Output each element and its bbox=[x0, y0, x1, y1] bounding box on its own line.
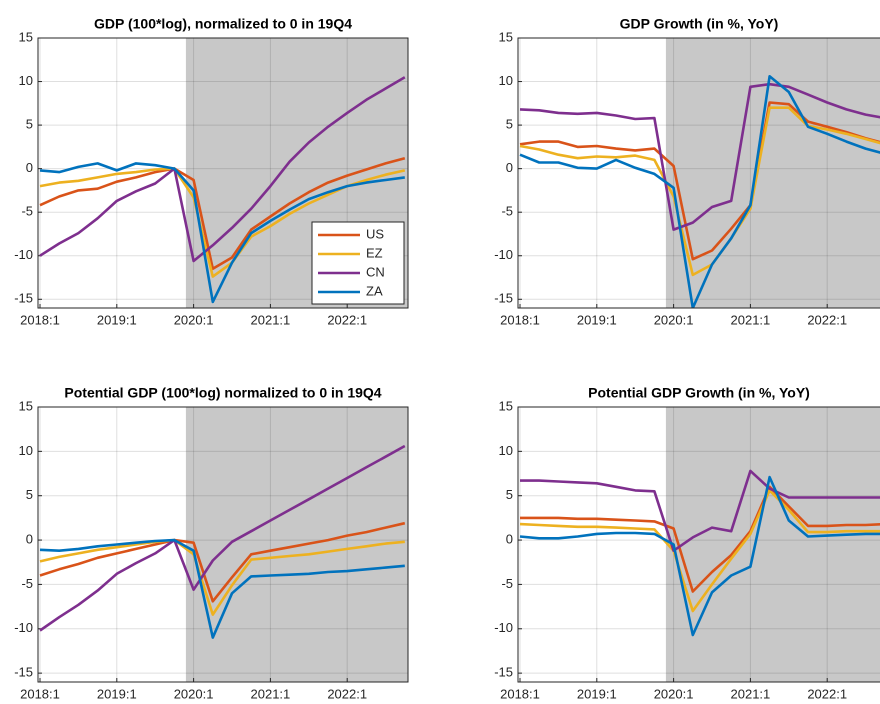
axes-box bbox=[37, 406, 409, 683]
y-tick-label: 15 bbox=[19, 29, 33, 44]
y-tick-label: 10 bbox=[19, 443, 33, 458]
series-line bbox=[39, 521, 406, 603]
series-line bbox=[39, 538, 405, 616]
y-tick-label: 15 bbox=[499, 29, 513, 44]
x-tick-label: 2018:1 bbox=[500, 312, 540, 327]
chart-title: GDP (100*log), normalized to 0 in 19Q4 bbox=[94, 16, 352, 32]
y-tick-label: 10 bbox=[19, 73, 33, 88]
panel: Potential GDP (100*log) normalized to 0 … bbox=[14, 385, 409, 701]
y-tick-label: -15 bbox=[14, 291, 33, 306]
axes-box bbox=[37, 37, 409, 309]
y-tick-label: -15 bbox=[14, 665, 33, 680]
series-line bbox=[519, 75, 880, 308]
x-tick-label: 2018:1 bbox=[20, 312, 60, 327]
shaded-region bbox=[665, 407, 880, 682]
series-line bbox=[520, 469, 880, 552]
panel: Potential GDP Growth (in %, YoY) -15 -10 -5… bbox=[494, 385, 880, 701]
x-tick-label: 2018:1 bbox=[20, 686, 60, 701]
series-line bbox=[39, 156, 406, 271]
x-tick-label: 2019:1 bbox=[97, 312, 137, 327]
series-line bbox=[519, 489, 880, 613]
panel: GDP Growth (in %, YoY) -15 -10 -5 0 5 10 15 2018… bbox=[494, 16, 880, 327]
series-line bbox=[520, 485, 880, 593]
x-tick-label: 2022:1 bbox=[327, 312, 367, 327]
x-tick-label: 2021:1 bbox=[251, 312, 291, 327]
chart-title: GDP Growth (in %, YoY) bbox=[620, 16, 779, 32]
y-tick-label: -5 bbox=[21, 576, 33, 591]
shaded-region bbox=[665, 38, 880, 308]
y-tick-label: -10 bbox=[494, 620, 513, 635]
panel: GDP (100*log), normalized to 0 in 19Q4 -1… bbox=[14, 16, 409, 327]
x-tick-label: 2021:1 bbox=[731, 686, 771, 701]
series-line bbox=[519, 475, 880, 637]
legend-label: ZA bbox=[366, 283, 383, 298]
y-tick-label: -5 bbox=[501, 204, 513, 219]
chart-title: Potential GDP Growth (in %, YoY) bbox=[588, 385, 810, 401]
series-line bbox=[39, 162, 405, 304]
series-line bbox=[519, 82, 880, 231]
y-tick-label: 0 bbox=[26, 160, 33, 175]
x-tick-label: 2022:1 bbox=[807, 312, 847, 327]
y-tick-label: -5 bbox=[21, 204, 33, 219]
legend-label: CN bbox=[366, 264, 385, 279]
y-tick-label: 15 bbox=[19, 398, 33, 413]
axes-box bbox=[517, 37, 880, 309]
series-line bbox=[39, 444, 406, 632]
x-tick-label: 2022:1 bbox=[327, 686, 367, 701]
series-line bbox=[519, 101, 880, 261]
legend-label: EZ bbox=[366, 245, 383, 260]
y-tick-label: -15 bbox=[494, 291, 513, 306]
y-tick-label: 0 bbox=[506, 532, 513, 547]
x-tick-label: 2020:1 bbox=[654, 312, 694, 327]
x-tick-label: 2019:1 bbox=[577, 312, 617, 327]
y-tick-label: 0 bbox=[26, 532, 33, 547]
series-line bbox=[39, 76, 406, 263]
y-tick-label: -5 bbox=[501, 576, 513, 591]
series-line bbox=[39, 538, 405, 639]
x-tick-label: 2019:1 bbox=[577, 686, 617, 701]
axes-box bbox=[517, 406, 880, 683]
y-tick-label: -15 bbox=[494, 665, 513, 680]
chart-title: Potential GDP (100*log) normalized to 0 … bbox=[64, 385, 381, 401]
x-tick-label: 2020:1 bbox=[174, 686, 214, 701]
y-tick-label: 15 bbox=[499, 398, 513, 413]
x-tick-label: 2022:1 bbox=[807, 686, 847, 701]
y-tick-label: 5 bbox=[26, 487, 33, 502]
y-tick-label: 10 bbox=[499, 73, 513, 88]
legend-label: US bbox=[366, 226, 384, 241]
y-tick-label: -10 bbox=[494, 247, 513, 262]
x-tick-label: 2020:1 bbox=[654, 686, 694, 701]
y-tick-label: 5 bbox=[26, 117, 33, 132]
x-tick-label: 2018:1 bbox=[500, 686, 540, 701]
y-tick-label: 5 bbox=[506, 117, 513, 132]
x-tick-label: 2019:1 bbox=[97, 686, 137, 701]
x-tick-label: 2021:1 bbox=[251, 686, 291, 701]
y-tick-label: -10 bbox=[14, 247, 33, 262]
y-tick-label: 0 bbox=[506, 160, 513, 175]
x-tick-label: 2020:1 bbox=[174, 312, 214, 327]
x-tick-label: 2021:1 bbox=[731, 312, 771, 327]
y-tick-label: 10 bbox=[499, 443, 513, 458]
y-tick-label: 5 bbox=[506, 487, 513, 502]
y-tick-label: -10 bbox=[14, 620, 33, 635]
series-line bbox=[519, 106, 880, 277]
